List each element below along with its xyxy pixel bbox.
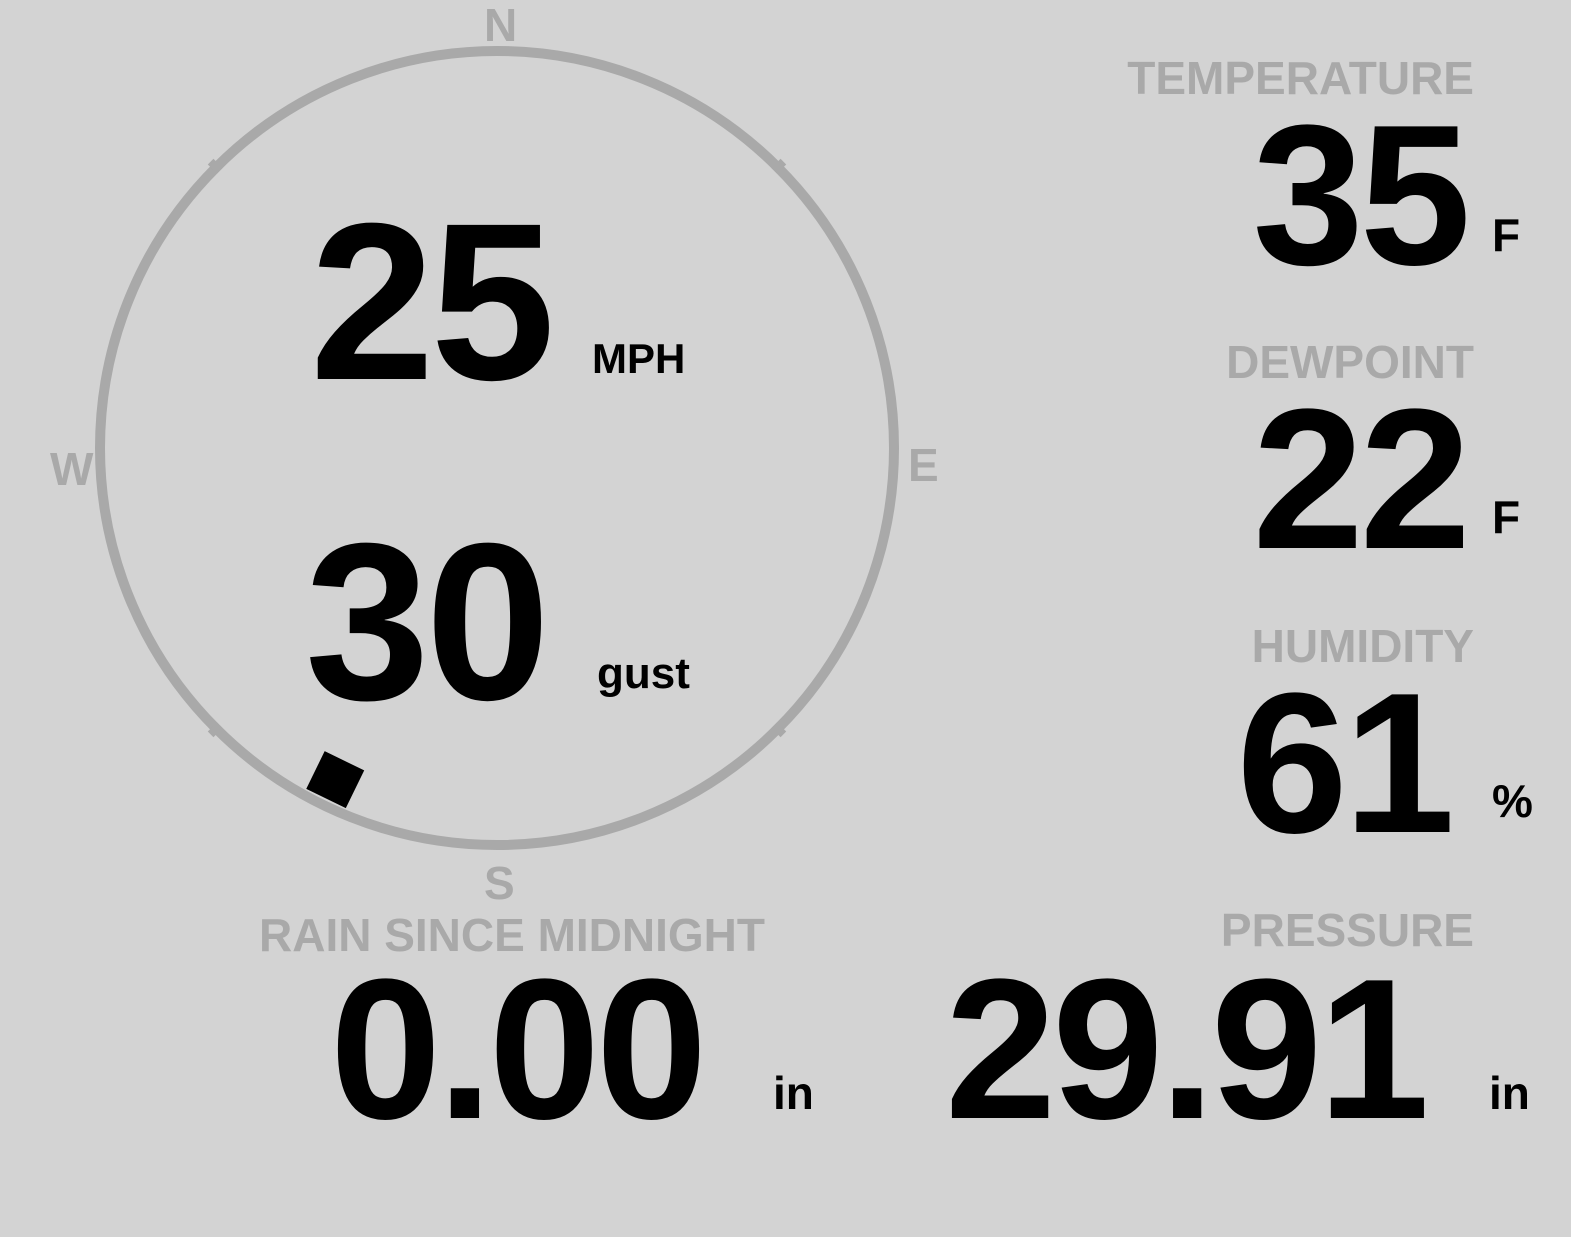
humidity-value: 61 — [1236, 652, 1455, 875]
humidity-unit: % — [1492, 775, 1533, 827]
rain-value: 0.00 — [330, 938, 707, 1161]
dewpoint-value: 22 — [1252, 368, 1471, 591]
pressure-value: 29.91 — [945, 938, 1429, 1161]
humidity-label: HUMIDITY — [1251, 620, 1474, 672]
compass-tick — [771, 722, 787, 738]
compass-tick — [207, 722, 223, 738]
pressure-label: PRESSURE — [1220, 904, 1474, 956]
wind-gust-value: 30 — [305, 497, 550, 747]
wind-gust-label: gust — [597, 649, 690, 698]
compass-tick — [771, 158, 787, 174]
wind-direction-marker — [306, 751, 365, 809]
temperature-value: 35 — [1252, 84, 1471, 307]
compass-south: S — [484, 857, 515, 909]
temperature-label: TEMPERATURE — [1127, 52, 1474, 104]
dewpoint-unit: F — [1492, 491, 1521, 543]
compass-tick — [207, 158, 223, 174]
rain-unit: in — [773, 1067, 814, 1119]
temperature-unit: F — [1492, 209, 1521, 261]
compass-north: N — [484, 0, 518, 51]
dewpoint-label: DEWPOINT — [1226, 336, 1474, 388]
compass-ring — [95, 46, 899, 850]
rain-label: RAIN SINCE MIDNIGHT — [259, 909, 765, 961]
compass-ticks — [207, 158, 787, 738]
pressure-unit: in — [1489, 1067, 1530, 1119]
compass-east: E — [908, 439, 939, 491]
wind-speed-unit: MPH — [592, 335, 686, 382]
compass-west: W — [50, 443, 94, 495]
wind-speed-value: 25 — [310, 177, 555, 427]
